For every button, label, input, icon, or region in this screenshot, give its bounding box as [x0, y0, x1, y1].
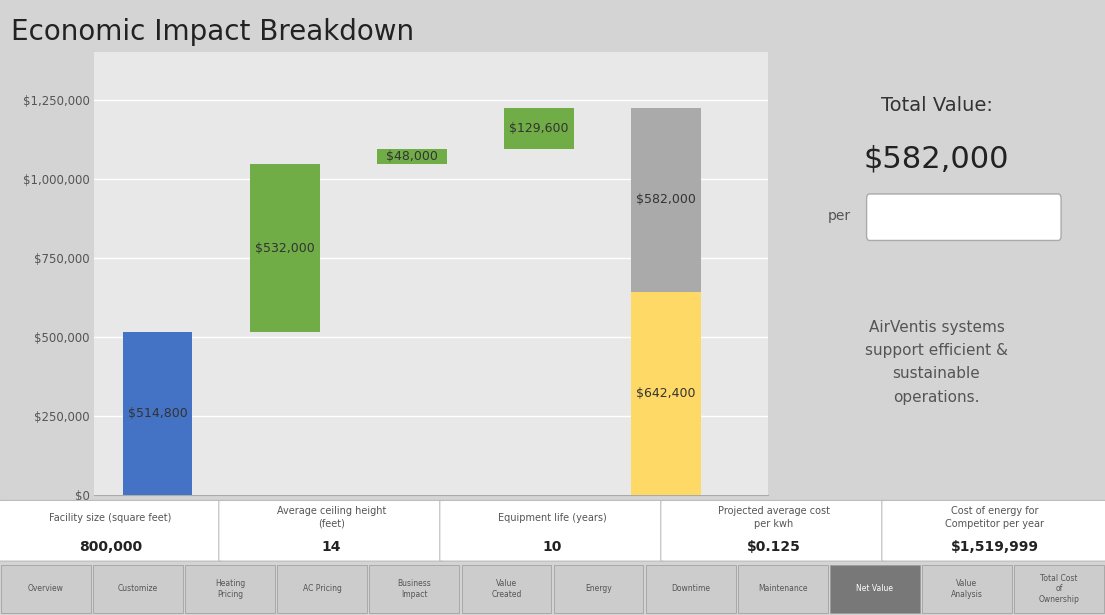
Text: Average ceiling height
(feet): Average ceiling height (feet): [277, 506, 386, 529]
Text: per: per: [828, 209, 851, 223]
Text: Facility size (square feet): Facility size (square feet): [50, 512, 171, 523]
FancyBboxPatch shape: [866, 194, 1061, 240]
Text: Total Value:: Total Value:: [881, 96, 992, 115]
Text: AirVentis systems
support efficient &
sustainable
operations.: AirVentis systems support efficient & su…: [865, 320, 1008, 405]
Text: Business
Impact: Business Impact: [398, 579, 431, 598]
Text: year: year: [891, 210, 920, 223]
Text: Equipment life (years): Equipment life (years): [498, 512, 607, 523]
FancyBboxPatch shape: [186, 565, 275, 613]
FancyBboxPatch shape: [462, 565, 551, 613]
Text: Net Value: Net Value: [856, 584, 893, 593]
FancyBboxPatch shape: [369, 565, 460, 613]
Text: Downtime: Downtime: [671, 584, 711, 593]
Text: $48,000: $48,000: [386, 150, 438, 163]
Text: Total Cost
of
Ownership: Total Cost of Ownership: [1039, 574, 1080, 604]
Text: Value
Created: Value Created: [492, 579, 522, 598]
Text: 800,000: 800,000: [78, 539, 143, 554]
FancyBboxPatch shape: [882, 501, 1105, 561]
FancyBboxPatch shape: [661, 501, 886, 561]
FancyBboxPatch shape: [0, 501, 223, 561]
Text: $532,000: $532,000: [255, 242, 315, 255]
Text: Customize: Customize: [118, 584, 158, 593]
Bar: [504, 108, 573, 149]
Text: ▼: ▼: [1042, 212, 1050, 222]
FancyBboxPatch shape: [830, 565, 919, 613]
Text: Economic Impact Breakdown: Economic Impact Breakdown: [11, 18, 414, 47]
Text: $582,000: $582,000: [864, 144, 1009, 173]
Text: $129,600: $129,600: [509, 122, 569, 135]
Text: Heating
Pricing: Heating Pricing: [215, 579, 245, 598]
Text: Value
Analysis: Value Analysis: [951, 579, 982, 598]
Text: $582,000: $582,000: [636, 193, 696, 207]
Text: Overview: Overview: [28, 584, 64, 593]
FancyBboxPatch shape: [922, 565, 1012, 613]
Text: AC Pricing: AC Pricing: [303, 584, 341, 593]
Bar: [631, 108, 702, 292]
Text: 10: 10: [543, 539, 562, 554]
Text: 14: 14: [322, 539, 341, 554]
FancyBboxPatch shape: [738, 565, 828, 613]
Text: Maintenance: Maintenance: [758, 584, 808, 593]
Text: $0.125: $0.125: [747, 539, 800, 554]
Bar: [631, 292, 702, 495]
Text: $1,519,999: $1,519,999: [950, 539, 1039, 554]
Text: Cost of energy for
Competitor per year: Cost of energy for Competitor per year: [945, 506, 1044, 529]
Text: $514,800: $514,800: [128, 407, 188, 420]
Text: Projected average cost
per kwh: Projected average cost per kwh: [717, 506, 830, 529]
Bar: [377, 149, 446, 164]
Text: Energy: Energy: [586, 584, 612, 593]
FancyBboxPatch shape: [93, 565, 183, 613]
Text: $642,400: $642,400: [636, 387, 696, 400]
Bar: [123, 332, 192, 495]
FancyBboxPatch shape: [1014, 565, 1104, 613]
FancyBboxPatch shape: [277, 565, 367, 613]
FancyBboxPatch shape: [554, 565, 643, 613]
FancyBboxPatch shape: [440, 501, 665, 561]
FancyBboxPatch shape: [645, 565, 736, 613]
FancyBboxPatch shape: [1, 565, 91, 613]
Bar: [250, 164, 319, 332]
FancyBboxPatch shape: [219, 501, 444, 561]
